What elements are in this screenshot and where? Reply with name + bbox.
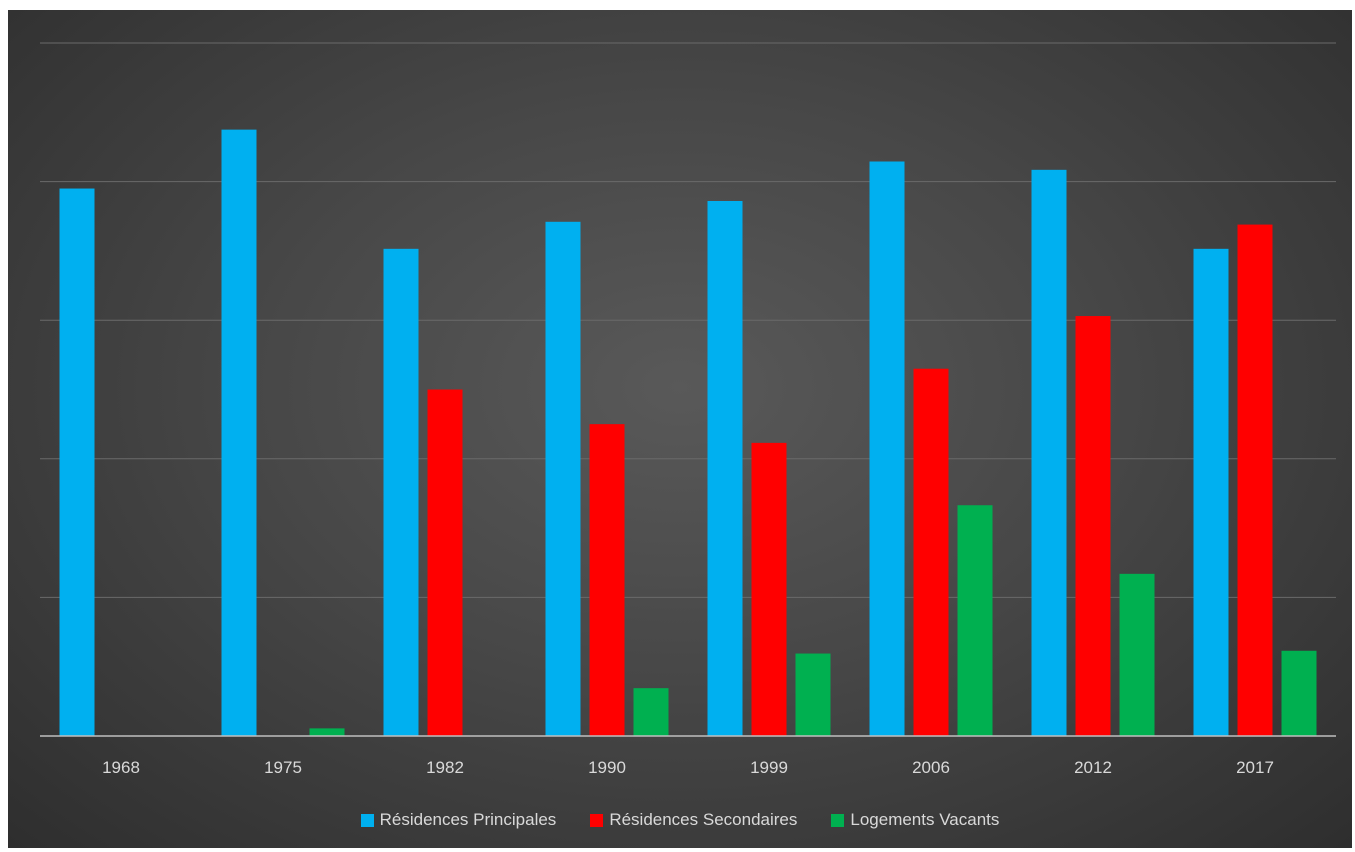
bar-2017-series-2 [1281, 650, 1317, 736]
x-tick-label: 2017 [1236, 758, 1274, 777]
legend: Résidences Principales Résidences Seconda… [8, 810, 1352, 830]
x-axis-tick-labels: 1968 1975 1982 1990 1999 2006 2012 2017 [102, 758, 1274, 777]
bar-1999-series-0 [707, 201, 743, 736]
legend-swatch [590, 813, 604, 827]
legend-swatch [360, 813, 374, 827]
bar-1968-series-0 [59, 188, 95, 736]
x-tick-label: 1975 [264, 758, 302, 777]
bar-1990-series-2 [633, 688, 669, 736]
chart-area: 1968 1975 1982 1990 1999 2006 2012 2017 Résiden… [8, 10, 1352, 848]
bar-1982-series-1 [427, 389, 463, 736]
x-tick-label: 1982 [426, 758, 464, 777]
x-tick-label: 1990 [588, 758, 626, 777]
legend-item: Résidences Secondaires [590, 810, 797, 830]
bar-1999-series-2 [795, 653, 831, 736]
x-tick-label: 2012 [1074, 758, 1112, 777]
x-tick-label: 1968 [102, 758, 140, 777]
bar-2006-series-2 [957, 505, 993, 736]
legend-label: Logements Vacants [850, 810, 1000, 829]
x-tick-label: 1999 [750, 758, 788, 777]
bar-1975-series-2 [309, 728, 345, 736]
bar-chart: 1968 1975 1982 1990 1999 2006 2012 2017 [40, 42, 1336, 777]
bar-2017-series-1 [1237, 224, 1273, 737]
bar-1975-series-0 [221, 129, 257, 736]
bar-2012-series-2 [1119, 573, 1155, 736]
bar-2012-series-0 [1031, 169, 1067, 737]
bars [59, 129, 1317, 737]
bar-2006-series-1 [913, 368, 949, 736]
bar-2017-series-0 [1193, 248, 1229, 737]
legend-swatch [831, 813, 845, 827]
x-tick-label: 2006 [912, 758, 950, 777]
bar-1999-series-1 [751, 442, 787, 736]
bar-1982-series-0 [383, 248, 419, 737]
legend-item: Logements Vacants [831, 810, 999, 830]
bar-2006-series-0 [869, 161, 905, 737]
bar-2012-series-1 [1075, 316, 1111, 736]
bar-1990-series-1 [589, 424, 625, 736]
legend-label: Résidences Principales [379, 810, 557, 829]
legend-label: Résidences Secondaires [609, 810, 798, 829]
bar-1990-series-0 [545, 221, 581, 736]
legend-item: Résidences Principales [360, 810, 557, 830]
